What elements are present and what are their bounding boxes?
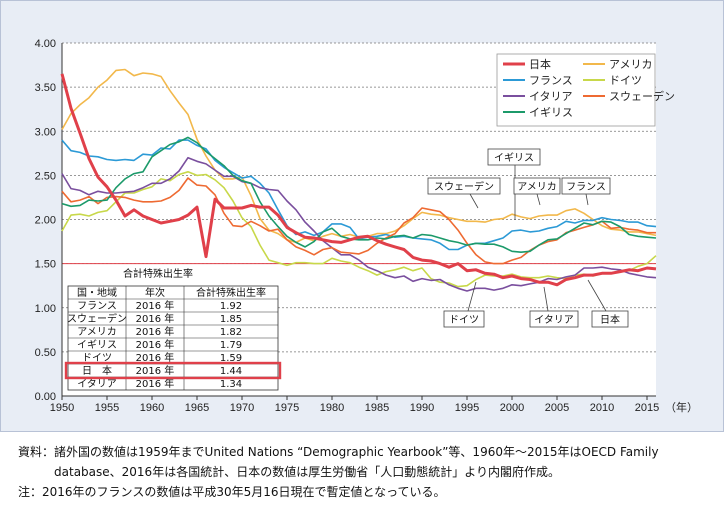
legend-label-4: イタリア — [529, 90, 573, 103]
x-tick-label: 1995 — [455, 402, 479, 414]
table-cell: 2016 年 — [136, 377, 175, 390]
x-tick-label: 1990 — [410, 402, 434, 414]
y-tick-label: 1.50 — [35, 259, 56, 271]
x-tick-label: 1970 — [230, 402, 254, 414]
callout-leader-3 — [585, 193, 589, 206]
table-cell: フランス — [77, 300, 117, 312]
table-cell: 2016 年 — [136, 364, 175, 377]
callout-leader-2 — [536, 193, 541, 206]
legend-label-1: アメリカ — [609, 58, 652, 71]
table-cell: ドイツ — [82, 353, 112, 364]
callout-leader-1 — [469, 193, 479, 209]
table-title: 合計特殊出生率 — [123, 267, 193, 280]
footnote-text: 2016年のフランスの数値は平成30年5月16日現在で暫定値となっている。 — [42, 485, 446, 499]
callout-label-5: イタリア — [534, 314, 574, 326]
legend-box — [496, 53, 656, 127]
callout-box-3 — [561, 177, 611, 195]
callout-label-4: ドイツ — [449, 315, 479, 326]
legend-label-2: フランス — [529, 74, 573, 87]
x-tick-label: 1985 — [365, 402, 389, 414]
table-cell: 1.44 — [220, 366, 242, 377]
x-tick-label: 2015 — [635, 402, 659, 414]
table-cell: 1.79 — [220, 340, 242, 351]
table-header-cell: 合計特殊出生率 — [196, 286, 266, 299]
source-note: 資料： 諸外国の数値は1959年までUnited Nations “Demogr… — [18, 442, 708, 482]
notes: 資料： 諸外国の数値は1959年までUnited Nations “Demogr… — [18, 442, 708, 502]
x-tick-label: 1980 — [320, 402, 344, 414]
y-tick-label: 4.00 — [35, 38, 56, 50]
callout-leader-6 — [587, 279, 607, 312]
callout-box-0 — [487, 148, 541, 166]
series-line-0 — [60, 73, 657, 287]
y-tick-label: 0.00 — [35, 391, 56, 403]
table-cell: 2016 年 — [136, 338, 175, 351]
callout-label-6: 日本 — [600, 313, 620, 326]
callout-box-5 — [529, 310, 579, 328]
series-line-2 — [61, 139, 657, 251]
callout-label-2: アメリカ — [517, 181, 557, 193]
x-tick-label: 1950 — [50, 402, 74, 414]
table-cell: イギリス — [77, 339, 117, 351]
table-header-cell: 国・地域 — [77, 286, 117, 299]
table-header-cell: 年次 — [145, 286, 165, 299]
table-cell: 2016 年 — [136, 325, 175, 338]
y-tick-label: 2.00 — [35, 215, 56, 227]
callout-label-3: フランス — [566, 181, 606, 193]
callout-leader-5 — [543, 286, 549, 312]
table-cell: 1.85 — [220, 314, 242, 325]
legend-label-5: スウェーデン — [609, 89, 675, 103]
footnote: 注： 2016年のフランスの数値は平成30年5月16日現在で暫定値となっている。 — [18, 482, 708, 502]
series-line-4 — [61, 156, 657, 292]
x-tick-label: 1965 — [185, 402, 209, 414]
x-tick-label: 1975 — [275, 402, 299, 414]
callout-label-1: スウェーデン — [434, 180, 494, 193]
x-tick-label: 1955 — [95, 402, 119, 414]
y-tick-label: 3.50 — [35, 82, 56, 94]
legend-label-3: ドイツ — [609, 74, 642, 87]
callout-box-4 — [443, 310, 485, 328]
source-text: 諸外国の数値は1959年までUnited Nations “Demographi… — [54, 445, 659, 479]
legend-label-6: イギリス — [529, 106, 573, 119]
legend-label-0: 日本 — [529, 57, 551, 71]
table-cell: 1.92 — [220, 301, 242, 312]
x-tick-label: 2000 — [500, 402, 524, 414]
callout-leader-4 — [467, 281, 477, 312]
table-cell: 1.34 — [220, 379, 242, 390]
table-cell: 2016 年 — [136, 351, 175, 364]
table-cell: 2016 年 — [136, 299, 175, 312]
x-tick-label: 2010 — [590, 402, 614, 414]
table-cell: イタリア — [77, 378, 117, 390]
table-cell: 1.59 — [220, 353, 242, 364]
callout-box-1 — [427, 177, 501, 195]
table-cell: スウェーデン — [67, 312, 127, 325]
y-tick-label: 0.50 — [35, 347, 56, 359]
table-cell: 2016 年 — [136, 312, 175, 325]
table-highlight — [64, 361, 282, 380]
table-cell: 日 本 — [82, 364, 112, 377]
callout-label-0: イギリス — [494, 152, 534, 164]
y-tick-label: 2.50 — [35, 170, 56, 182]
table-cell: 1.82 — [220, 327, 242, 338]
series-line-3 — [61, 171, 657, 288]
series-line-6 — [61, 136, 657, 253]
x-tick-label: 1960 — [140, 402, 164, 414]
table-cell: アメリカ — [77, 326, 117, 338]
x-unit-label: （年） — [665, 400, 698, 414]
source-label: 資料： — [18, 445, 55, 459]
y-tick-label: 3.00 — [35, 126, 56, 138]
callout-box-2 — [513, 177, 561, 195]
footnote-label: 注： — [18, 485, 43, 499]
x-tick-label: 2005 — [545, 402, 569, 414]
y-tick-label: 1.00 — [35, 303, 56, 315]
callout-box-6 — [591, 310, 629, 328]
fertility-rate-chart: 0.00 0.50 1.00 1.50 2.00 2.50 3.00 3.50 4.00 1950… — [35, 38, 698, 414]
series-line-5 — [61, 177, 656, 265]
